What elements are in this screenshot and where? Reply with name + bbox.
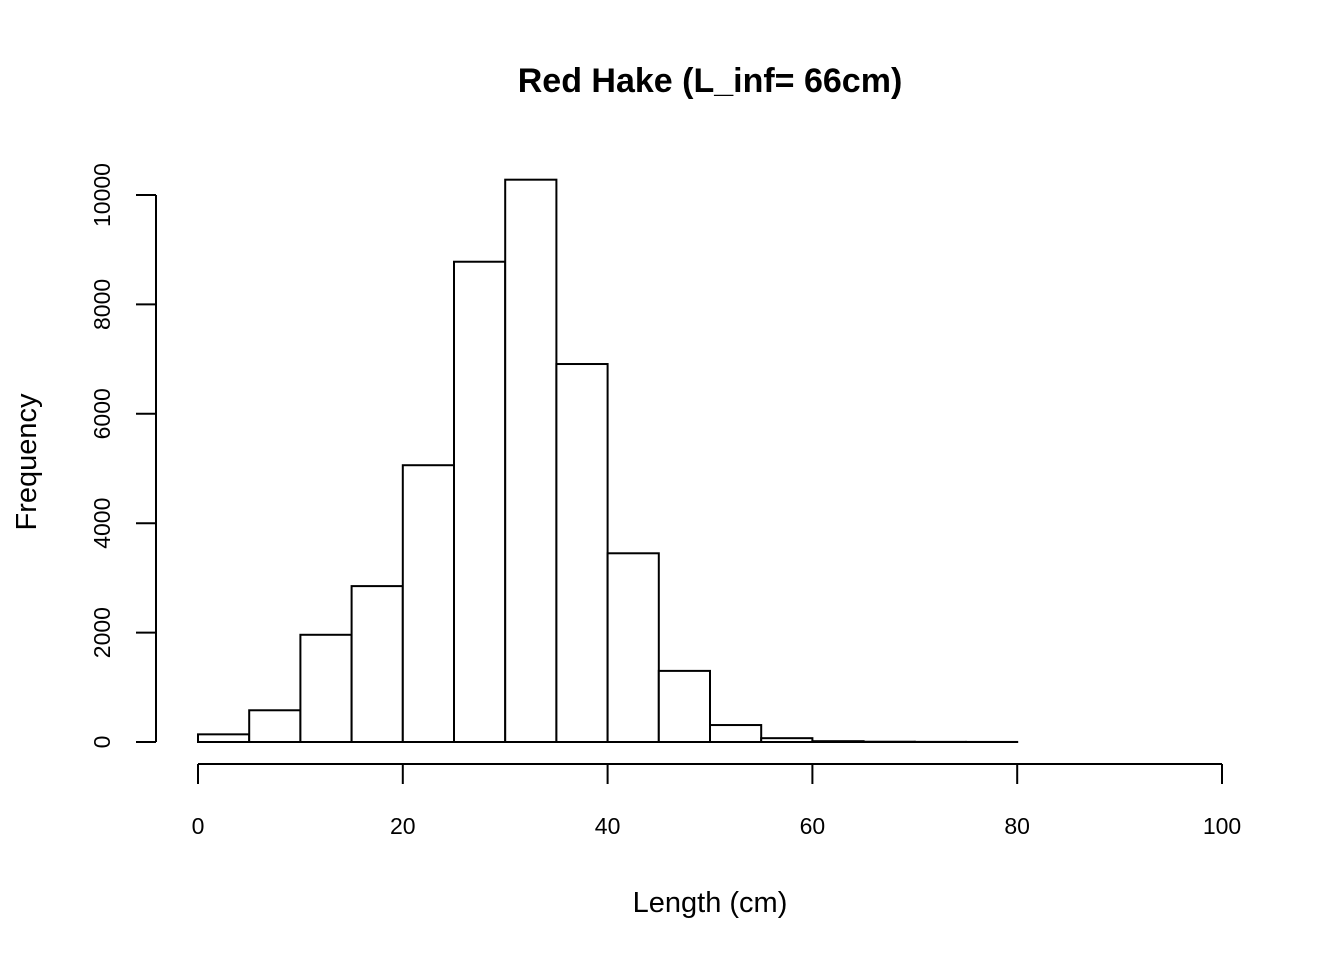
histogram-bar-5 xyxy=(453,260,507,743)
histogram-bar-12 xyxy=(811,740,865,744)
y-tick-label-1: 2000 xyxy=(89,607,115,658)
histogram-bar-0 xyxy=(197,733,251,743)
histogram-bar-7 xyxy=(555,363,609,743)
histogram-bar-9 xyxy=(657,669,711,744)
histogram-bar-8 xyxy=(606,552,660,743)
histogram-bar-1 xyxy=(248,709,302,743)
histogram-bar-2 xyxy=(299,633,353,744)
y-axis: 0 2000 4000 6000 8000 10000 xyxy=(89,163,157,749)
x-tick-label-3: 60 xyxy=(800,813,826,839)
histogram-bar-3 xyxy=(350,585,404,743)
y-tick-label-3: 6000 xyxy=(89,388,115,439)
histogram-bar-4 xyxy=(401,464,455,743)
x-tick-label-0: 0 xyxy=(192,813,205,839)
y-tick-label-5: 10000 xyxy=(89,163,115,227)
x-tick-label-4: 80 xyxy=(1004,813,1030,839)
histogram-bar-6 xyxy=(504,178,558,743)
x-tick-label-2: 40 xyxy=(595,813,621,839)
histogram-bar-10 xyxy=(709,724,763,744)
y-tick-label-2: 4000 xyxy=(89,498,115,549)
x-axis: 0 20 40 60 80 100 xyxy=(192,763,1241,839)
x-tick-label-1: 20 xyxy=(390,813,416,839)
bars-group xyxy=(197,178,1019,744)
y-tick-label-0: 0 xyxy=(89,736,115,749)
y-axis-label: Frequency xyxy=(11,393,43,531)
x-tick-label-5: 100 xyxy=(1203,813,1241,839)
chart-title: Red Hake (L_inf= 66cm) xyxy=(518,62,903,100)
y-tick-label-4: 8000 xyxy=(89,279,115,330)
histogram-bar-11 xyxy=(760,737,814,744)
x-axis-label: Length (cm) xyxy=(633,887,788,919)
